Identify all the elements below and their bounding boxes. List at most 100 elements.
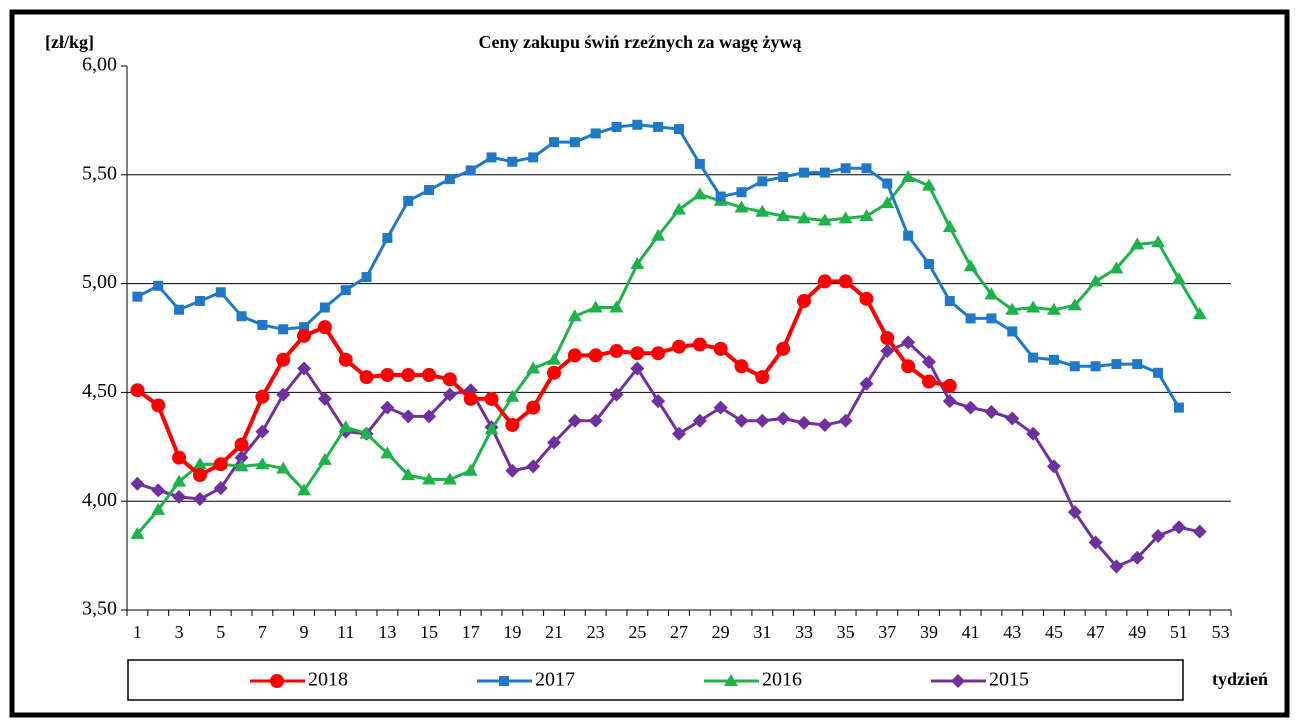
data-point [1005,411,1020,426]
x-tick-label: 3 [175,622,184,642]
data-point [569,137,580,148]
data-point [838,413,853,428]
data-point [1171,272,1186,285]
data-point [901,359,916,374]
y-tick-label: 4,50 [82,380,117,402]
legend-marker [270,674,284,688]
data-point [151,502,166,515]
y-axis-label: [zł/kg] [45,32,94,52]
data-point [963,259,978,272]
data-point [1046,459,1061,474]
data-point [213,457,228,472]
data-point [757,176,768,187]
data-point [1192,524,1207,539]
data-point [882,178,893,189]
data-point [651,228,666,241]
data-point [194,296,205,307]
data-point [588,300,603,313]
data-point [151,483,166,498]
data-point [776,341,791,356]
data-point [734,413,749,428]
series-line [136,279,951,478]
data-point [694,158,705,169]
x-tick-label: 45 [1045,622,1063,642]
data-point [463,391,478,406]
data-point [1048,354,1059,365]
legend-marker [724,674,738,686]
data-point [901,169,916,182]
data-point [130,476,145,491]
data-point [1130,550,1145,565]
data-point [965,313,976,324]
x-tick-label: 31 [753,622,771,642]
data-point [713,400,728,415]
data-point [424,185,435,196]
data-point [276,387,291,402]
data-point [755,370,770,385]
x-tick-label: 37 [878,622,896,642]
data-point [1026,300,1041,313]
x-tick-label: 7 [258,622,267,642]
data-point [422,409,437,424]
data-point [755,413,770,428]
data-point [921,178,936,191]
data-point [505,418,520,433]
data-point [317,391,332,406]
data-point [567,348,582,363]
data-point [1007,326,1018,337]
data-point [361,272,372,283]
data-point [630,361,645,376]
x-tick-label: 49 [1128,622,1146,642]
data-point [401,468,416,481]
data-point [528,152,539,163]
data-point [880,331,895,345]
data-point [630,257,645,270]
data-point [713,341,728,356]
legend-box [127,659,1184,701]
data-point [549,137,560,148]
data-point [382,232,393,243]
data-point [486,152,497,163]
x-tick-label: 5 [216,622,225,642]
data-point [299,322,310,333]
data-point [1067,505,1082,520]
data-point [547,352,562,365]
data-point [403,195,414,206]
data-point [1151,529,1166,544]
data-point [796,415,811,430]
data-point [984,404,999,419]
data-point [901,335,916,350]
x-tick-label: 19 [503,622,521,642]
data-point [921,374,936,389]
data-point [130,383,145,398]
data-point [317,320,332,335]
data-point [921,354,936,369]
data-point [192,492,207,507]
series-line [136,175,1202,535]
data-point [422,367,437,382]
data-point [674,124,684,135]
data-point [776,209,791,222]
data-point [651,346,666,361]
data-point [1192,307,1207,320]
data-point [798,167,809,178]
legend-label: 2017 [535,669,575,691]
data-point [1153,367,1164,378]
data-point [734,200,749,213]
data-point [567,309,582,322]
data-point [588,413,603,428]
data-point [1028,352,1039,363]
y-tick-label: 6,00 [82,54,117,76]
data-point [153,280,164,291]
data-point [838,274,853,289]
x-tick-label: 51 [1170,622,1188,642]
data-point [526,400,541,415]
data-point [484,391,499,406]
data-point [819,167,830,178]
data-point [986,313,997,324]
data-point [609,300,624,313]
data-point [567,413,582,428]
data-point [942,378,957,393]
data-point [880,344,895,359]
